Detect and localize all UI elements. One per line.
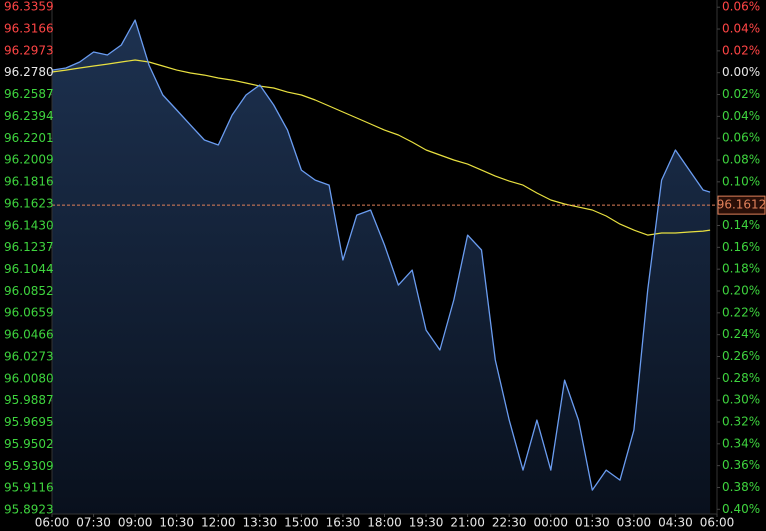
y2-tick-label: 0.08% (722, 153, 760, 167)
y2-tick-label: 0.34% (722, 436, 760, 450)
y-tick-label: 96.2780 (4, 65, 54, 79)
x-tick-label: 15:00 (284, 516, 319, 530)
x-tick-label: 00:00 (533, 516, 568, 530)
y-tick-label: 96.1816 (4, 174, 54, 188)
y2-tick-label: 0.24% (722, 327, 760, 341)
x-tick-label: 12:00 (201, 516, 236, 530)
y2-tick-label: 0.14% (722, 218, 760, 232)
x-tick-label: 04:30 (658, 516, 693, 530)
y2-tick-label: 0.00% (722, 65, 760, 79)
x-tick-label: 09:00 (118, 516, 153, 530)
y-tick-label: 96.1237 (4, 240, 54, 254)
y-tick-label: 95.9502 (4, 437, 54, 451)
y-tick-label: 96.0080 (4, 371, 54, 385)
y-tick-label: 96.0273 (4, 349, 54, 363)
y2-tick-label: 0.02% (722, 87, 760, 101)
y-tick-label: 96.1623 (4, 196, 54, 210)
y-tick-label: 96.0852 (4, 284, 54, 298)
x-tick-label: 06:00 (35, 516, 70, 530)
y-tick-label: 95.9116 (4, 481, 54, 495)
y2-tick-label: 0.04% (722, 22, 760, 36)
x-tick-label: 19:30 (409, 516, 444, 530)
x-tick-label: 06:00 (700, 516, 735, 530)
y-tick-label: 96.2009 (4, 153, 54, 167)
x-tick-label: 07:30 (76, 516, 111, 530)
y2-tick-label: 0.16% (722, 240, 760, 254)
price-area (52, 20, 711, 514)
y2-tick-label: 0.36% (722, 458, 760, 472)
price-line (51, 19, 711, 491)
y2-tick-label: 0.28% (722, 371, 760, 385)
y2-tick-label: 0.18% (722, 262, 760, 276)
last-price-box (717, 195, 766, 215)
y-tick-label: 96.2973 (4, 43, 54, 57)
x-tick-label: 03:00 (617, 516, 652, 530)
x-tick-label: 13:30 (243, 516, 278, 530)
y-tick-label: 96.1044 (4, 262, 54, 276)
y-tick-label: 96.2201 (4, 131, 54, 145)
y2-tick-label: 0.20% (722, 284, 760, 298)
y2-tick-label: 0.02% (722, 43, 760, 57)
x-tick-label: 01:30 (575, 516, 610, 530)
x-tick-label: 21:00 (450, 516, 485, 530)
x-tick-label: 22:30 (492, 516, 527, 530)
y2-tick-label: 0.30% (722, 393, 760, 407)
last-price-label: 96.1612 (717, 198, 766, 212)
y2-tick-label: 0.10% (722, 174, 760, 188)
y-tick-label: 96.2394 (4, 109, 54, 123)
y-tick-label: 95.8923 (4, 503, 54, 517)
x-tick-label: 10:30 (159, 516, 194, 530)
x-tick-label: 16:30 (326, 516, 361, 530)
y2-tick-label: 0.32% (722, 414, 760, 428)
y-tick-label: 96.0466 (4, 328, 54, 342)
y2-tick-label: 0.06% (722, 131, 760, 145)
y2-tick-label: 0.04% (722, 109, 760, 123)
y-tick-label: 95.9887 (4, 393, 54, 407)
y2-tick-label: 0.40% (722, 502, 760, 516)
y-tick-label: 96.2587 (4, 87, 54, 101)
y-tick-label: 96.1430 (4, 218, 54, 232)
y-tick-label: 96.0659 (4, 306, 54, 320)
y2-tick-label: 0.22% (722, 305, 760, 319)
average-line (51, 59, 711, 236)
y-tick-label: 96.3359 (4, 0, 54, 14)
y-tick-label: 96.3166 (4, 21, 54, 35)
y2-tick-label: 0.06% (722, 0, 760, 14)
y2-tick-label: 0.26% (722, 349, 760, 363)
x-tick-label: 18:00 (367, 516, 402, 530)
y2-tick-label: 0.38% (722, 480, 760, 494)
y-tick-label: 95.9695 (4, 415, 54, 429)
y-tick-label: 95.9309 (4, 459, 54, 473)
